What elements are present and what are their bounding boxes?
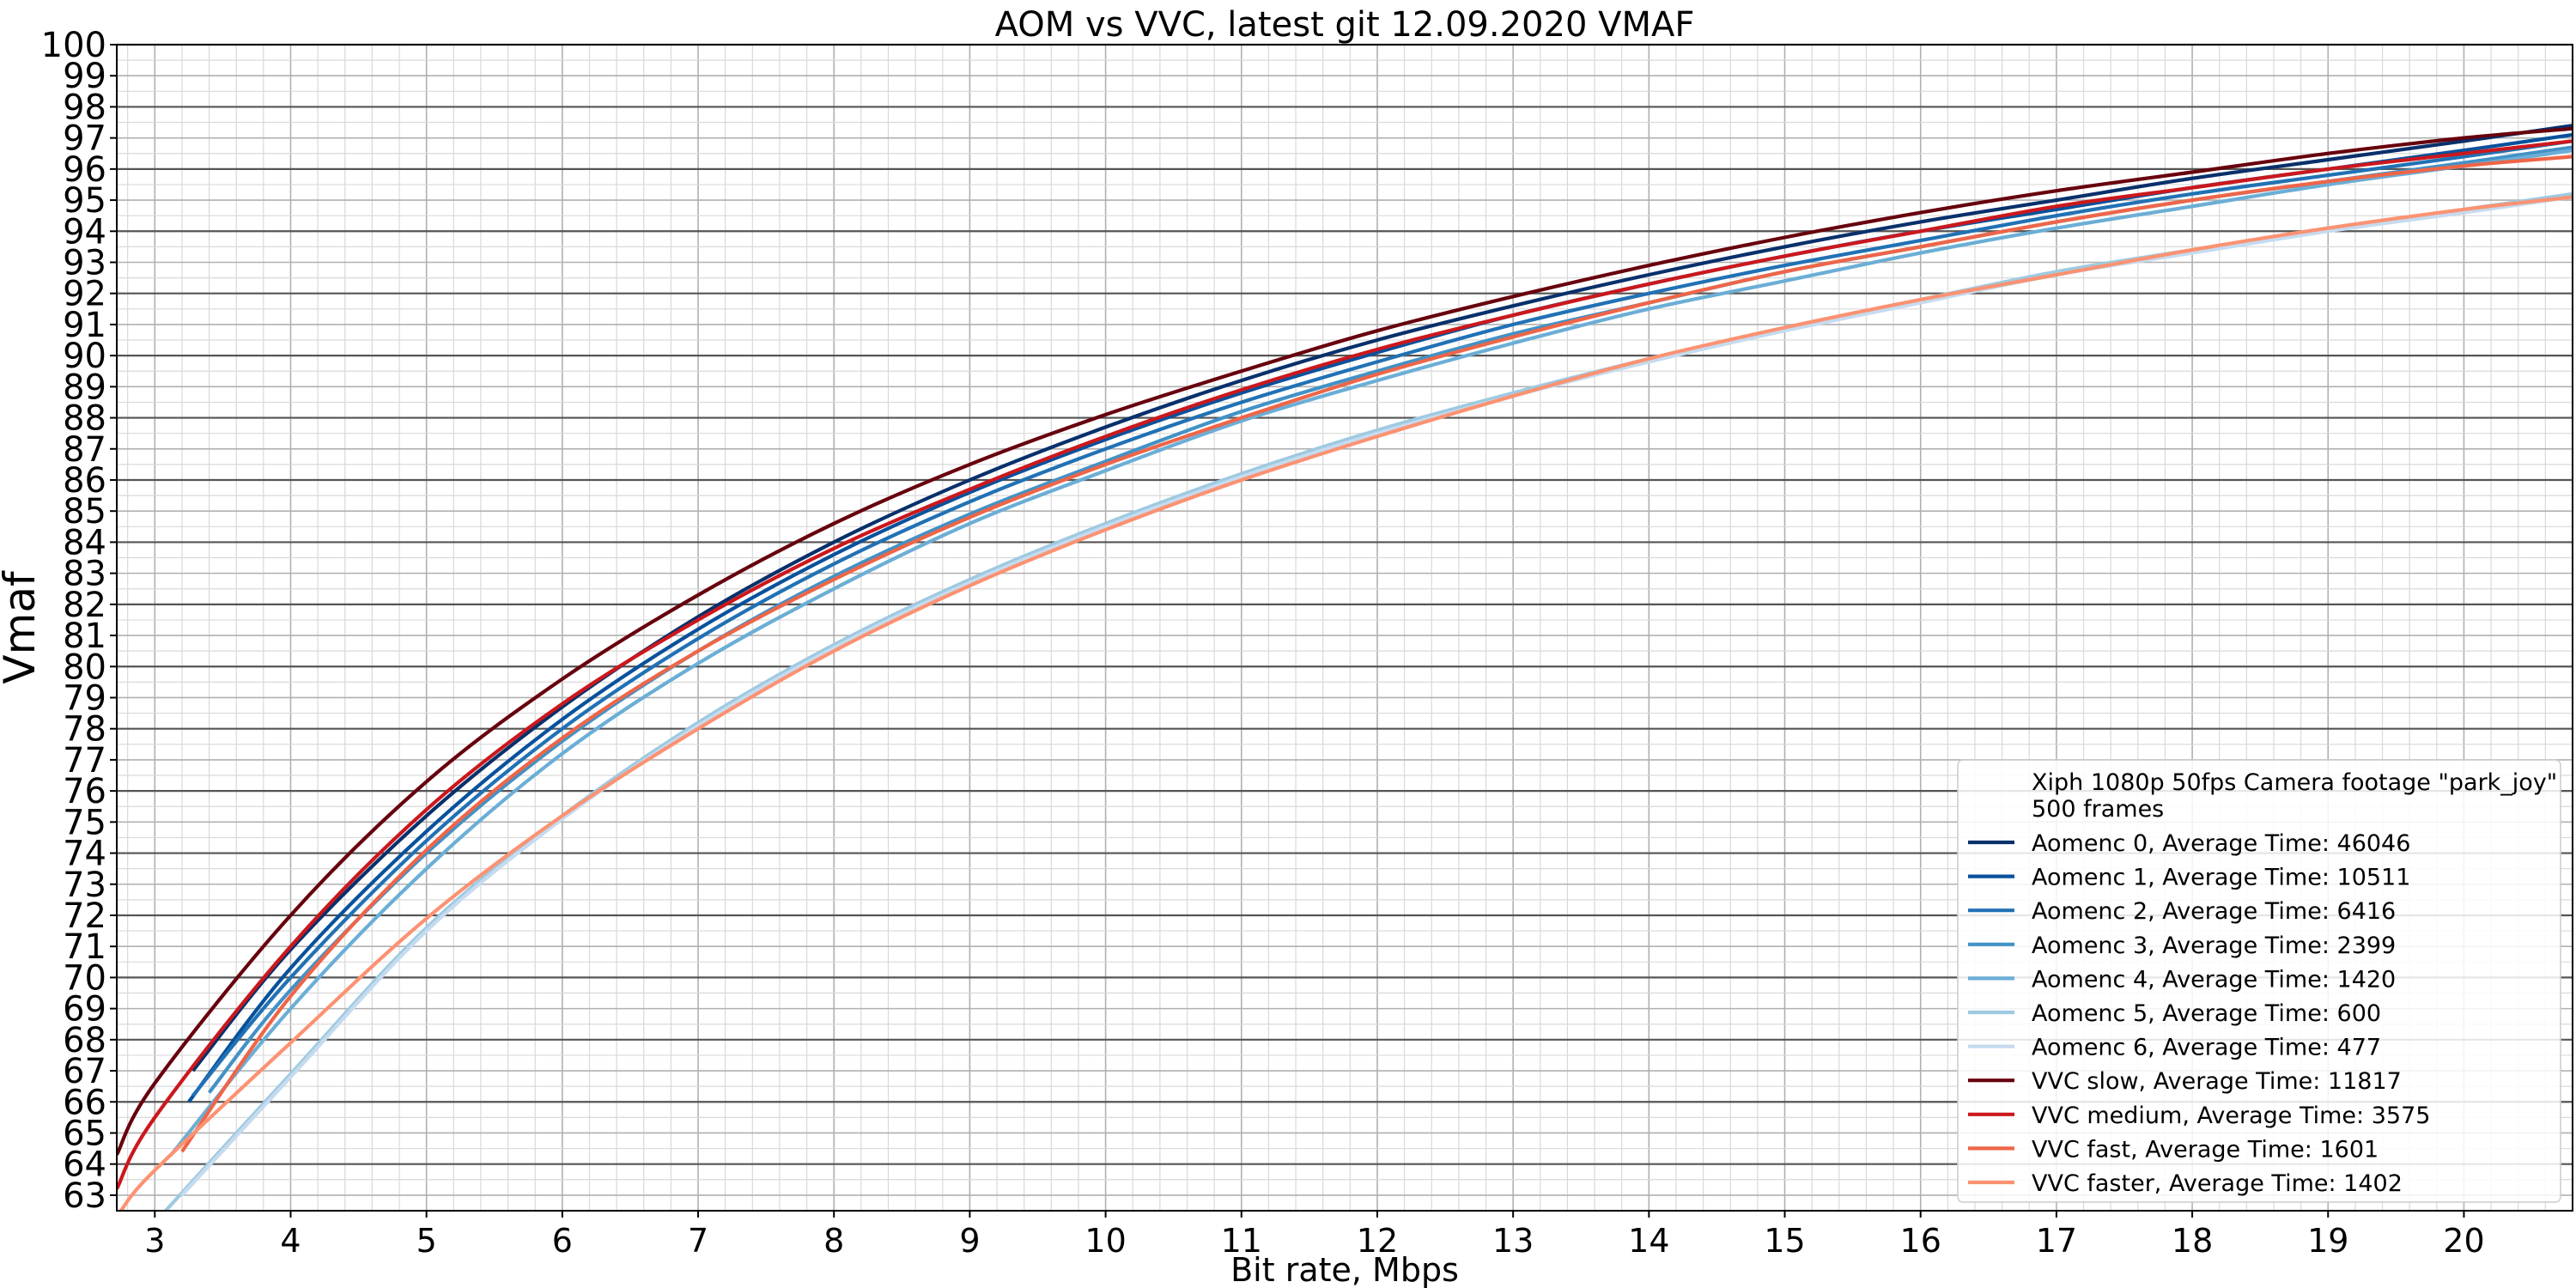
x-axis-ticks: 3 4 5 6 7 8 9 10 11 12 13 14 15 16 17 18 19 20: [144, 1211, 2485, 1260]
x-tick-label: 13: [1492, 1222, 1534, 1260]
series-line: [117, 126, 2573, 1156]
y-tick-label: 93: [63, 243, 106, 283]
y-tick-label: 81: [63, 617, 106, 656]
y-tick-label: 82: [63, 586, 106, 625]
y-tick-label: 92: [63, 275, 106, 314]
x-tick-label: 7: [688, 1222, 708, 1260]
y-tick-label: 89: [63, 368, 106, 407]
x-tick-label: 4: [280, 1222, 301, 1260]
x-axis-title: Bit rate, Mbps: [1230, 1251, 1459, 1288]
y-tick-label: 96: [63, 150, 106, 190]
y-tick-label: 94: [63, 212, 106, 252]
x-tick-label: 17: [2036, 1222, 2077, 1260]
legend-entry-label: Aomenc 1, Average Time: 10511: [2032, 865, 2410, 891]
legend-entry-label: VVC fast, Average Time: 1601: [2032, 1136, 2379, 1163]
x-tick-label: 5: [416, 1222, 437, 1260]
x-tick-label: 3: [144, 1222, 165, 1260]
legend-entry-label: Aomenc 6, Average Time: 477: [2032, 1035, 2381, 1061]
legend-entry-label: Aomenc 4, Average Time: 1420: [2032, 966, 2396, 993]
plot-frame: [116, 44, 2573, 1212]
legend-entry-label: Aomenc 2, Average Time: 6416: [2032, 898, 2396, 925]
y-tick-label: 91: [63, 306, 106, 345]
legend-box: [1957, 759, 2561, 1203]
legend-entry-label: VVC faster, Average Time: 1402: [2032, 1170, 2403, 1197]
x-tick-label: 9: [959, 1222, 980, 1260]
series-line: [169, 149, 2573, 1157]
x-tick-label: 15: [1764, 1222, 1805, 1260]
y-tick-label: 75: [63, 803, 106, 842]
y-tick-label: 71: [63, 927, 106, 967]
y-tick-label: 99: [63, 57, 106, 96]
series-line: [180, 155, 2573, 1153]
legend: Xiph 1080p 50fps Camera footage "park_jo…: [1957, 759, 2561, 1203]
y-tick-label: 74: [63, 835, 106, 874]
legend-entry-label: VVC medium, Average Time: 3575: [2032, 1103, 2430, 1129]
x-tick-label: 12: [1357, 1222, 1398, 1260]
y-tick-label: 87: [63, 430, 106, 470]
y-axis-title: Vmaf: [0, 570, 45, 684]
y-tick-label: 83: [63, 555, 106, 594]
y-tick-label: 64: [63, 1145, 106, 1185]
series-line: [119, 195, 2573, 1211]
y-axis-ticks: 6364656667686970717273747576777879808182…: [41, 26, 117, 1216]
series-line: [180, 195, 2573, 1197]
y-tick-label: 68: [63, 1021, 106, 1060]
y-tick-label: 65: [63, 1114, 106, 1153]
x-tick-label: 8: [823, 1222, 844, 1260]
y-tick-label: 85: [63, 492, 106, 532]
y-tick-label: 70: [63, 958, 106, 998]
series-line: [191, 139, 2573, 1097]
legend-entry-label: Aomenc 5, Average Time: 600: [2032, 1000, 2381, 1027]
y-tick-label: 77: [63, 741, 106, 781]
y-tick-label: 79: [63, 678, 106, 718]
y-tick-label: 86: [63, 461, 106, 501]
y-tick-label: 76: [63, 772, 106, 811]
y-tick-label: 67: [63, 1052, 106, 1091]
plot-lines: [117, 124, 2573, 1211]
y-tick-label: 69: [63, 990, 106, 1030]
legend-entry-label: Aomenc 3, Average Time: 2399: [2032, 933, 2396, 959]
chart-title: AOM vs VVC, latest git 12.09.2020 VMAF: [995, 5, 1695, 45]
y-tick-label: 90: [63, 337, 106, 376]
y-tick-label: 88: [63, 399, 106, 439]
y-tick-label: 95: [63, 181, 106, 221]
y-tick-label: 84: [63, 523, 106, 562]
series-line: [191, 124, 2573, 1072]
y-tick-label: 73: [63, 866, 106, 905]
x-tick-label: 14: [1628, 1222, 1669, 1260]
series-line: [117, 139, 2573, 1190]
x-tick-label: 6: [552, 1222, 573, 1260]
y-tick-label: 80: [63, 647, 106, 687]
x-tick-label: 10: [1084, 1222, 1126, 1260]
y-tick-label: 100: [41, 26, 106, 65]
y-tick-label: 72: [63, 896, 106, 936]
y-tick-label: 98: [63, 88, 106, 127]
y-tick-label: 97: [63, 119, 106, 159]
x-tick-label: 16: [1900, 1222, 1941, 1260]
x-tick-label: 11: [1221, 1222, 1262, 1260]
x-tick-label: 18: [2172, 1222, 2213, 1260]
x-tick-label: 20: [2443, 1222, 2484, 1260]
legend-entry-label: Aomenc 0, Average Time: 46046: [2032, 830, 2410, 857]
y-tick-label: 78: [63, 710, 106, 750]
legend-header-line-1: Xiph 1080p 50fps Camera footage "park_jo…: [2032, 769, 2557, 796]
y-tick-label: 63: [63, 1176, 106, 1216]
legend-header-line-2: 500 frames: [2032, 796, 2164, 823]
legend-entry-label: VVC slow, Average Time: 11817: [2032, 1068, 2402, 1095]
x-tick-label: 19: [2307, 1222, 2348, 1260]
y-tick-label: 66: [63, 1083, 106, 1122]
